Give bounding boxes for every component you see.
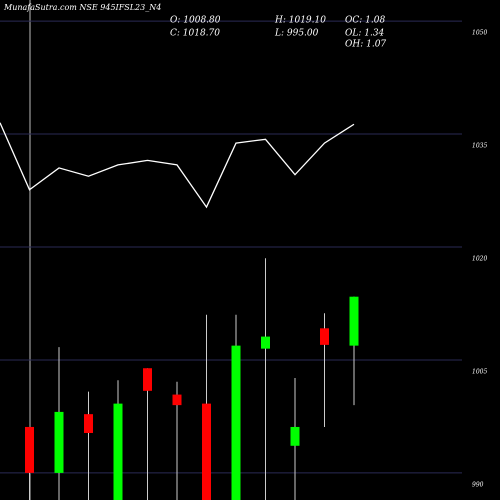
y-tick-label: 1005 [472,368,487,375]
candle-body [231,345,241,500]
candle-body [25,426,34,473]
info-label: C: 1018.70 [170,29,220,39]
candle-body [172,394,182,406]
y-tick-label: 990 [472,481,484,488]
info-label: OC: 1.08 [345,16,385,26]
candle-body [143,368,152,391]
candle-body [349,296,359,346]
indicator-line [0,122,355,209]
info-label: L: 995.00 [274,29,319,39]
chart-title: MunafaSutra.com NSE 945IFSL23_N4 [3,3,161,12]
y-tick-label: 1035 [472,143,487,150]
candle-body [320,328,329,345]
candle-body [290,426,300,446]
info-label: OH: 1.07 [345,40,386,50]
candle-body [54,411,64,473]
y-tick-label: 1020 [472,255,487,262]
info-label: OL: 1.34 [345,29,385,39]
y-tick-label: 1050 [472,30,487,37]
candle-body [84,414,93,433]
info-label: O: 1008.80 [170,16,221,26]
info-label: H: 1019.10 [274,16,326,26]
candle-body [261,336,270,349]
candle-body [202,403,211,500]
candle-body [113,403,123,500]
